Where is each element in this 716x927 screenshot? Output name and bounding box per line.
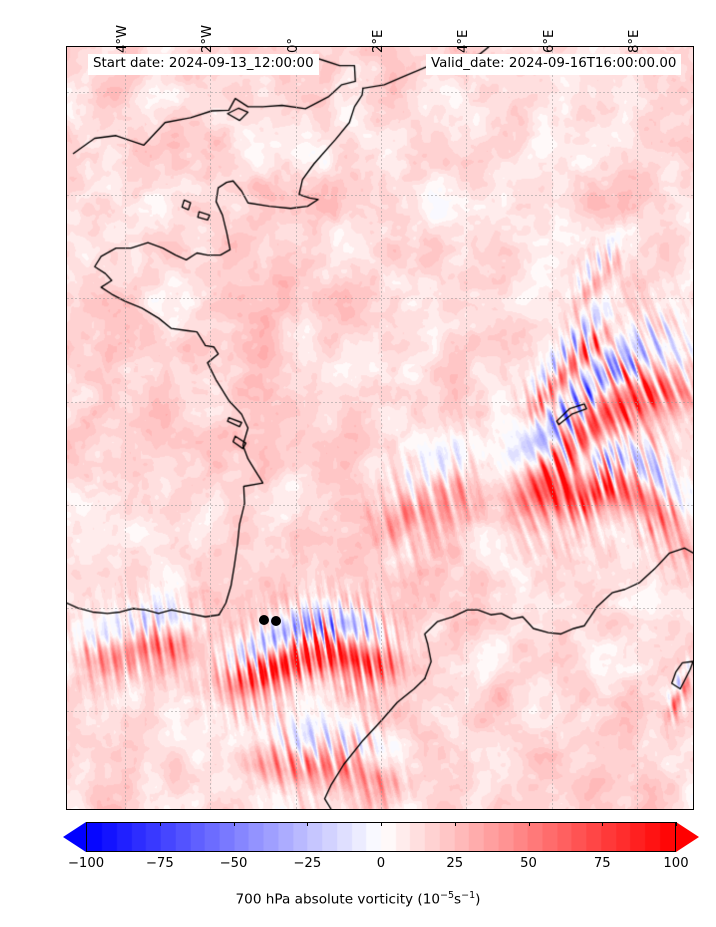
colorbar-tick-3: [307, 822, 309, 826]
colorbar-tick-label-6: 50: [520, 856, 537, 871]
colorbar-label: 700 hPa absolute vorticity (10−5s−1): [235, 890, 481, 908]
colorbar-extend-right-arrow: [676, 822, 699, 852]
lon-tick-label-1: 2°W: [200, 24, 216, 53]
colorbar-tick-label-5: 25: [446, 856, 464, 871]
colorbar-tick-label-8: 100: [663, 856, 689, 871]
colorbar-tick-label-7: 75: [593, 856, 611, 871]
colorbar-gradient: [87, 823, 675, 851]
colorbar-extend-left-arrow: [63, 822, 86, 852]
colorbar-tick-0: [86, 822, 87, 826]
colorbar-tick-label-1: −75: [145, 856, 174, 871]
lon-tick-label-5: 6°E: [541, 29, 557, 53]
colorbar-tick-5: [454, 822, 456, 826]
colorbar-tick-label-2: −50: [219, 856, 248, 871]
colorbar-tick-7: [602, 822, 604, 826]
colorbar-tick-4: [381, 822, 382, 826]
colorbar[interactable]: −100 −75 −50 −25 0 25 50 75 100: [61, 820, 701, 871]
lon-tick-label-0: 4°W: [114, 24, 130, 53]
lon-tick-label-6: 8°E: [627, 29, 643, 53]
map-plot-area[interactable]: [66, 46, 694, 810]
colorbar-tick-1: [159, 822, 161, 826]
vorticity-heatmap: [67, 47, 693, 809]
lon-tick-label-4: 4°E: [456, 29, 472, 53]
colorbar-body: [86, 822, 676, 852]
colorbar-tick-label-4: 0: [376, 856, 386, 871]
colorbar-tick-8: [676, 822, 677, 826]
colorbar-tick-label-3: −25: [293, 856, 322, 871]
colorbar-tick-6: [528, 822, 530, 826]
lon-tick-label-2: 0°: [285, 38, 301, 53]
colorbar-tick-label-0: −100: [67, 856, 105, 871]
lon-tick-label-3: 2°E: [371, 29, 386, 53]
colorbar-tick-2: [233, 822, 235, 826]
